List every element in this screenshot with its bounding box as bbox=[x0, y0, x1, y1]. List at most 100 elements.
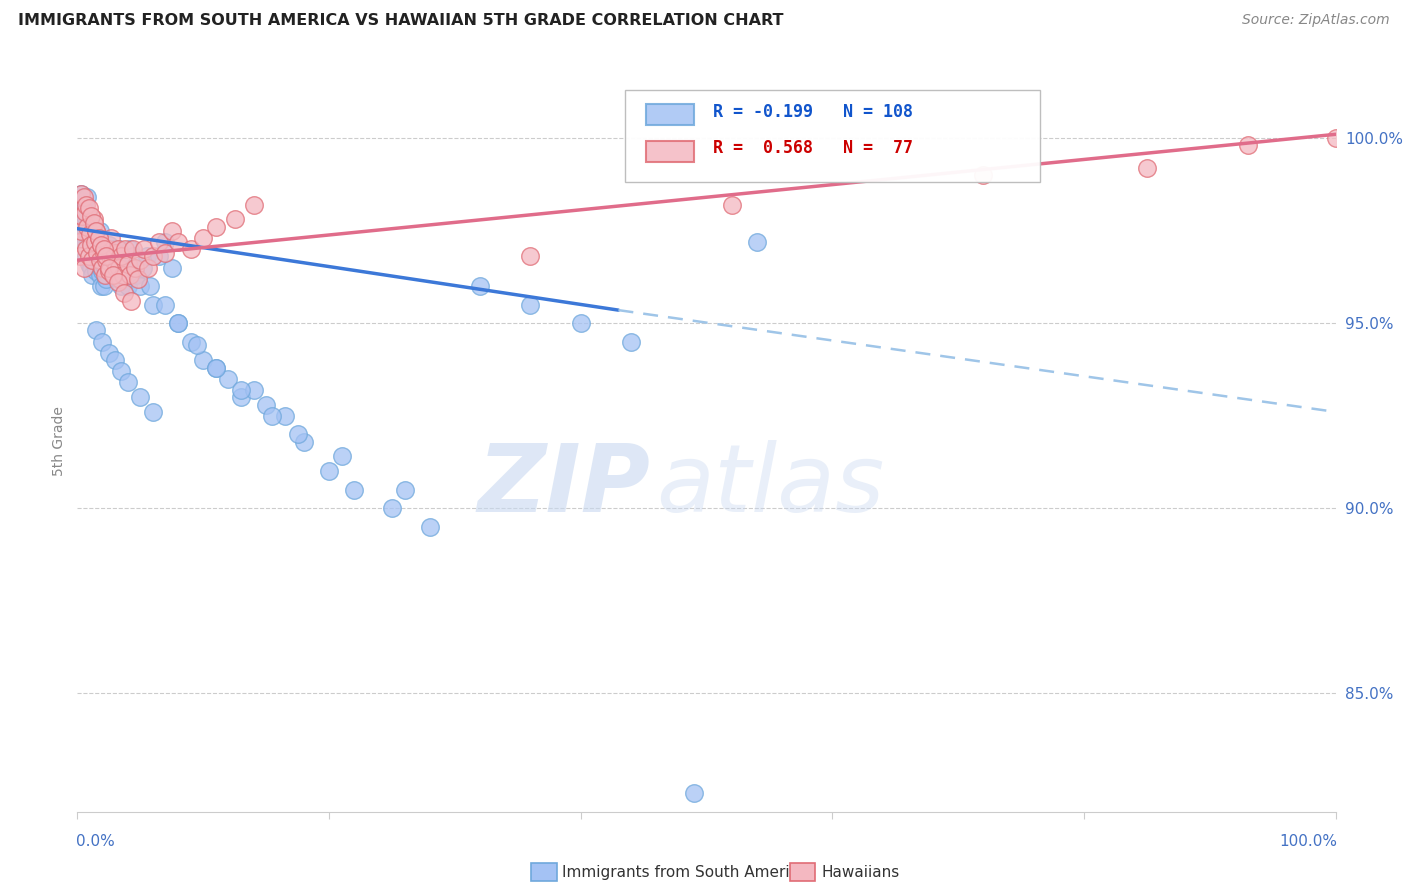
Point bbox=[72, 205, 94, 219]
Point bbox=[1324, 131, 1347, 145]
Point bbox=[93, 242, 115, 256]
Point bbox=[96, 242, 118, 256]
Point bbox=[84, 323, 107, 337]
Point bbox=[104, 353, 127, 368]
Point bbox=[105, 249, 128, 263]
Point bbox=[569, 316, 592, 330]
Point bbox=[83, 212, 105, 227]
Point bbox=[91, 238, 114, 252]
Point bbox=[77, 202, 100, 216]
Point bbox=[262, 409, 284, 423]
Point bbox=[242, 383, 264, 397]
FancyBboxPatch shape bbox=[624, 90, 1040, 183]
Point bbox=[96, 253, 118, 268]
Point bbox=[82, 253, 104, 268]
Point bbox=[292, 434, 315, 449]
Point bbox=[135, 249, 157, 263]
Point bbox=[167, 235, 190, 249]
Point bbox=[186, 338, 208, 352]
Point bbox=[104, 260, 127, 275]
Point bbox=[167, 316, 190, 330]
Point bbox=[79, 245, 101, 260]
Text: Hawaiians: Hawaiians bbox=[821, 865, 900, 880]
Point bbox=[114, 242, 136, 256]
Point bbox=[77, 257, 100, 271]
Point bbox=[1236, 138, 1258, 153]
Point bbox=[82, 242, 104, 256]
Point bbox=[91, 334, 114, 349]
Point bbox=[118, 260, 141, 275]
Point bbox=[94, 268, 117, 282]
Point bbox=[167, 316, 190, 330]
Point bbox=[972, 168, 994, 182]
Bar bbox=[647, 141, 695, 161]
Point bbox=[229, 390, 252, 404]
Point bbox=[620, 334, 643, 349]
Point bbox=[72, 227, 94, 242]
Point bbox=[96, 271, 118, 285]
Point bbox=[73, 209, 96, 223]
Point bbox=[84, 235, 107, 249]
Point bbox=[84, 223, 107, 237]
Point bbox=[122, 260, 145, 275]
Point bbox=[90, 253, 112, 268]
Point bbox=[121, 249, 143, 263]
Point bbox=[87, 231, 110, 245]
Point bbox=[72, 197, 94, 211]
Y-axis label: 5th Grade: 5th Grade bbox=[52, 407, 66, 476]
Point bbox=[204, 360, 226, 375]
Point bbox=[84, 235, 107, 249]
Point bbox=[72, 190, 94, 204]
Point bbox=[104, 245, 127, 260]
Point bbox=[93, 279, 115, 293]
Point bbox=[90, 279, 112, 293]
Point bbox=[110, 364, 132, 378]
Text: R = -0.199   N = 108: R = -0.199 N = 108 bbox=[713, 103, 912, 121]
Point bbox=[91, 264, 114, 278]
Point bbox=[84, 264, 107, 278]
Point bbox=[107, 276, 129, 290]
Point bbox=[73, 205, 96, 219]
Point bbox=[120, 293, 142, 308]
Point bbox=[75, 197, 97, 211]
Point bbox=[132, 260, 155, 275]
Text: Source: ZipAtlas.com: Source: ZipAtlas.com bbox=[1241, 13, 1389, 28]
Point bbox=[132, 242, 155, 256]
Point bbox=[101, 253, 124, 268]
Point bbox=[86, 245, 108, 260]
Text: atlas: atlas bbox=[657, 441, 884, 532]
Point bbox=[519, 249, 541, 263]
Point bbox=[94, 260, 117, 275]
Point bbox=[155, 297, 177, 311]
Point bbox=[97, 238, 120, 252]
Point bbox=[101, 268, 124, 282]
Point bbox=[204, 360, 226, 375]
Point bbox=[69, 249, 91, 263]
Point bbox=[745, 235, 768, 249]
Point bbox=[204, 219, 226, 234]
Point bbox=[97, 260, 120, 275]
Point bbox=[73, 235, 96, 249]
Point bbox=[112, 268, 135, 282]
Point bbox=[242, 197, 264, 211]
Point bbox=[98, 249, 121, 263]
Point bbox=[160, 260, 183, 275]
Point bbox=[93, 249, 115, 263]
Bar bbox=[647, 104, 695, 125]
Point bbox=[155, 235, 177, 249]
Point bbox=[101, 268, 124, 282]
Point bbox=[394, 483, 416, 497]
Text: 0.0%: 0.0% bbox=[76, 834, 115, 849]
Point bbox=[114, 249, 136, 263]
Point bbox=[110, 279, 132, 293]
Point bbox=[72, 216, 94, 230]
Point bbox=[72, 260, 94, 275]
Point bbox=[142, 249, 165, 263]
Point bbox=[67, 235, 90, 249]
Point bbox=[89, 223, 111, 237]
Point bbox=[108, 260, 131, 275]
Point bbox=[107, 242, 129, 256]
Point bbox=[86, 249, 108, 263]
Point bbox=[343, 483, 366, 497]
Point bbox=[103, 268, 125, 282]
